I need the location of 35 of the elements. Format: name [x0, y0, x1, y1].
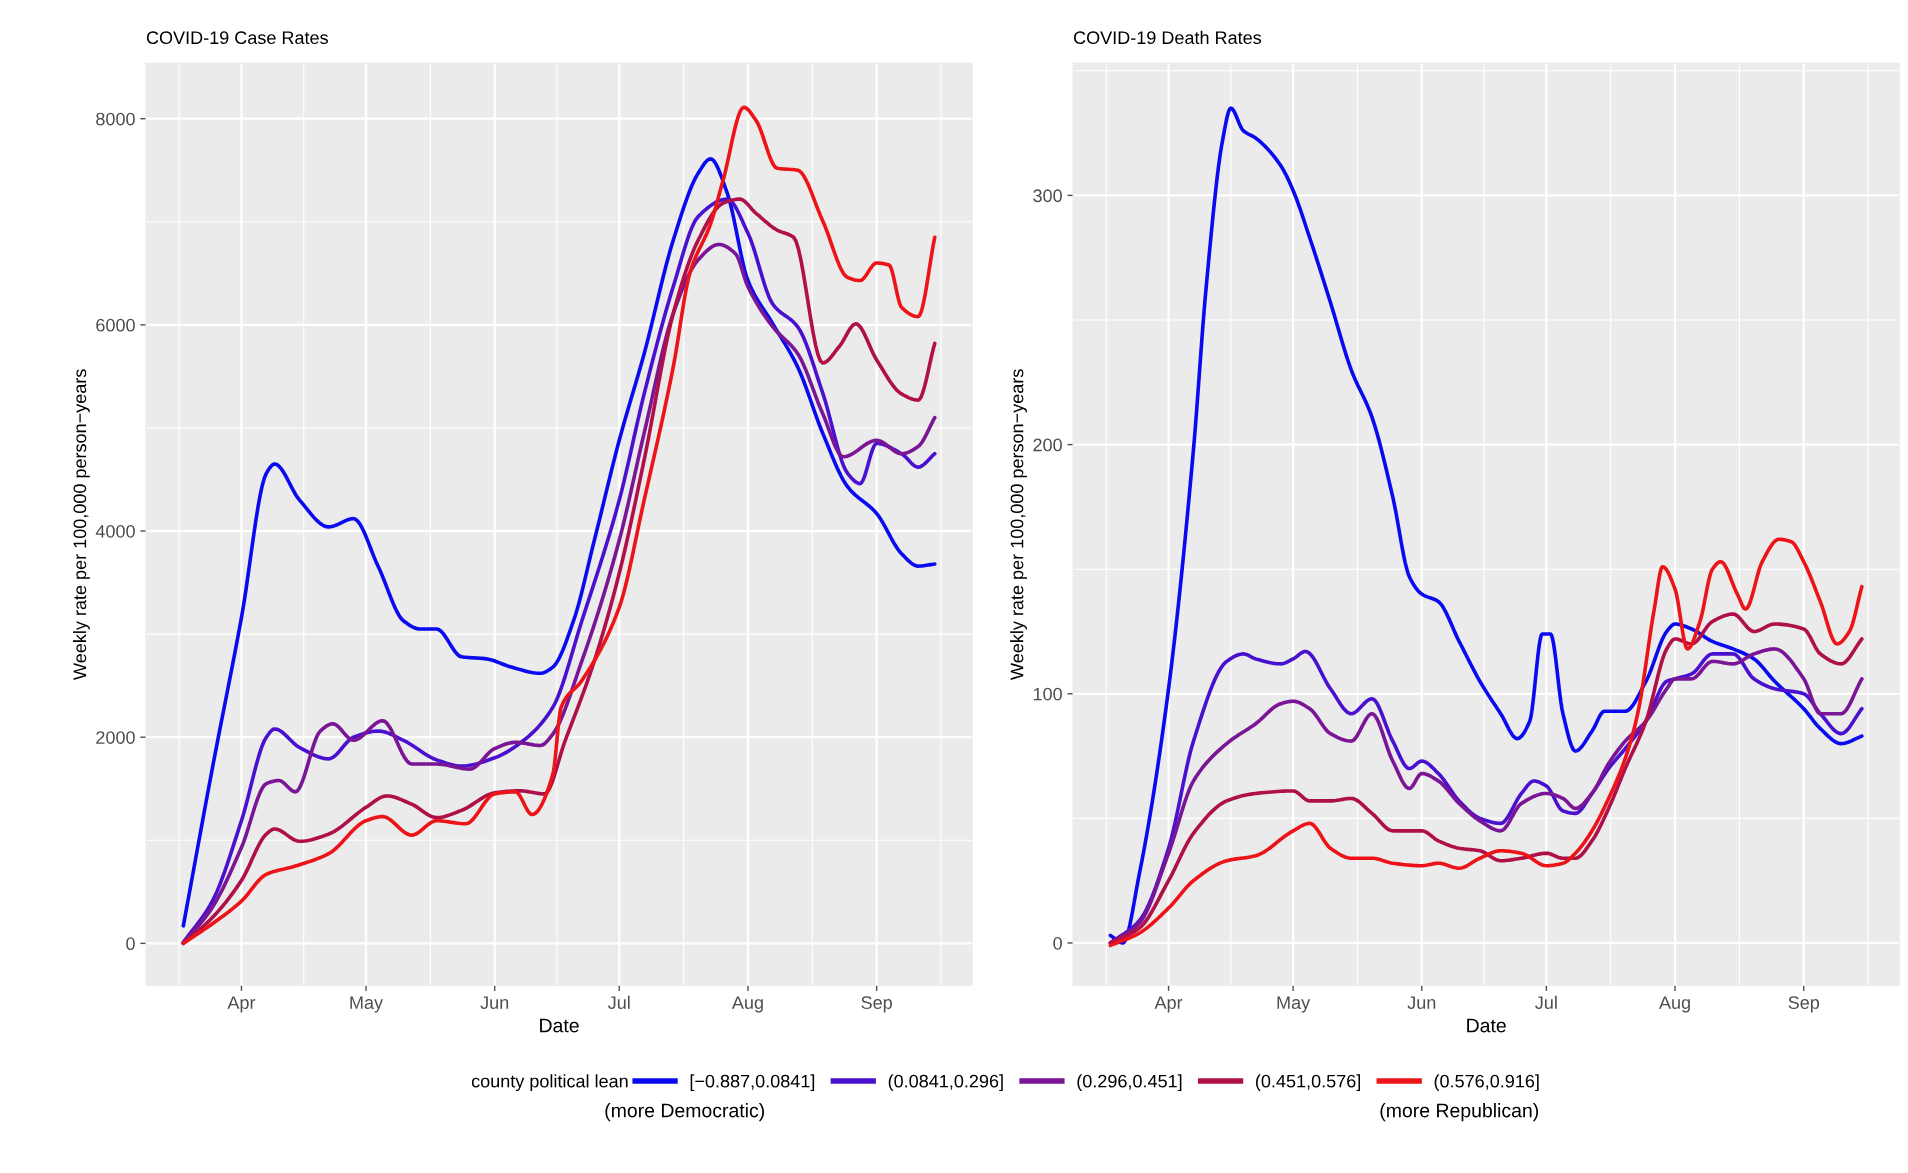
x-tick-label: May [1277, 996, 1311, 1013]
legend-title: county political lean [471, 1074, 628, 1092]
y-axis-title: Weekly rate per 100,000 person−years [1010, 369, 1027, 680]
y-tick-label: 0 [126, 937, 135, 951]
y-tick-label: 2000 [96, 731, 135, 744]
y-tick-label: 8000 [96, 112, 135, 126]
chart-title: COVID-19 Death Rates [1073, 30, 1262, 45]
x-axis-title: Date [540, 1018, 579, 1033]
y-tick-label: 0 [1053, 936, 1062, 950]
x-tick-label: Sep [861, 996, 892, 1013]
text: (more Republican) [1380, 1103, 1539, 1122]
x-tick-label: Jul [1535, 995, 1557, 1009]
y-axis-title: Weekly rate per 100,000 person−years [73, 369, 90, 680]
legend-label: [−0.887,0.0841] [690, 1074, 815, 1092]
y-tick-label: 4000 [95, 524, 135, 538]
x-tick-label: Sep [1788, 996, 1820, 1013]
x-tick-label: Jun [1407, 996, 1436, 1009]
x-tick-label: Jun [480, 996, 509, 1009]
x-tick-label: Aug [731, 996, 763, 1013]
legend-label: (0.451,0.576] [1256, 1074, 1361, 1092]
y-tick-label: 6000 [96, 318, 135, 332]
legend-label: (0.296,0.451] [1077, 1074, 1182, 1092]
x-tick-label: May [350, 996, 384, 1013]
x-tick-label: Aug [1659, 996, 1690, 1013]
chart-title: COVID-19 Case Rates [146, 31, 328, 45]
x-tick-label: Apr [1154, 996, 1183, 1013]
x-tick-label: Apr [227, 996, 256, 1013]
x-axis-title: Date [1467, 1018, 1506, 1033]
legend-label: (0.576,0.916] [1434, 1074, 1539, 1092]
text: (more Democratic) [605, 1103, 764, 1122]
x-tick-label: Jul [607, 995, 630, 1009]
y-tick-label: 300 [1033, 189, 1062, 203]
y-tick-label: 100 [1033, 687, 1062, 701]
y-tick-label: 200 [1033, 438, 1062, 452]
legend-label: (0.0841,0.296] [888, 1074, 1003, 1092]
